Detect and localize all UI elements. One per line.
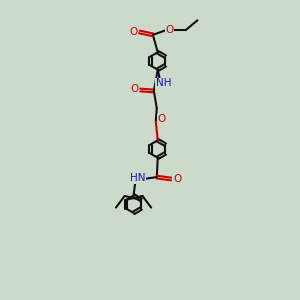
Text: HN: HN: [130, 173, 145, 183]
Text: O: O: [165, 25, 173, 35]
Text: NH: NH: [156, 78, 171, 88]
Text: O: O: [173, 174, 181, 184]
Text: O: O: [158, 114, 166, 124]
Text: O: O: [129, 27, 138, 37]
Text: O: O: [130, 84, 139, 94]
